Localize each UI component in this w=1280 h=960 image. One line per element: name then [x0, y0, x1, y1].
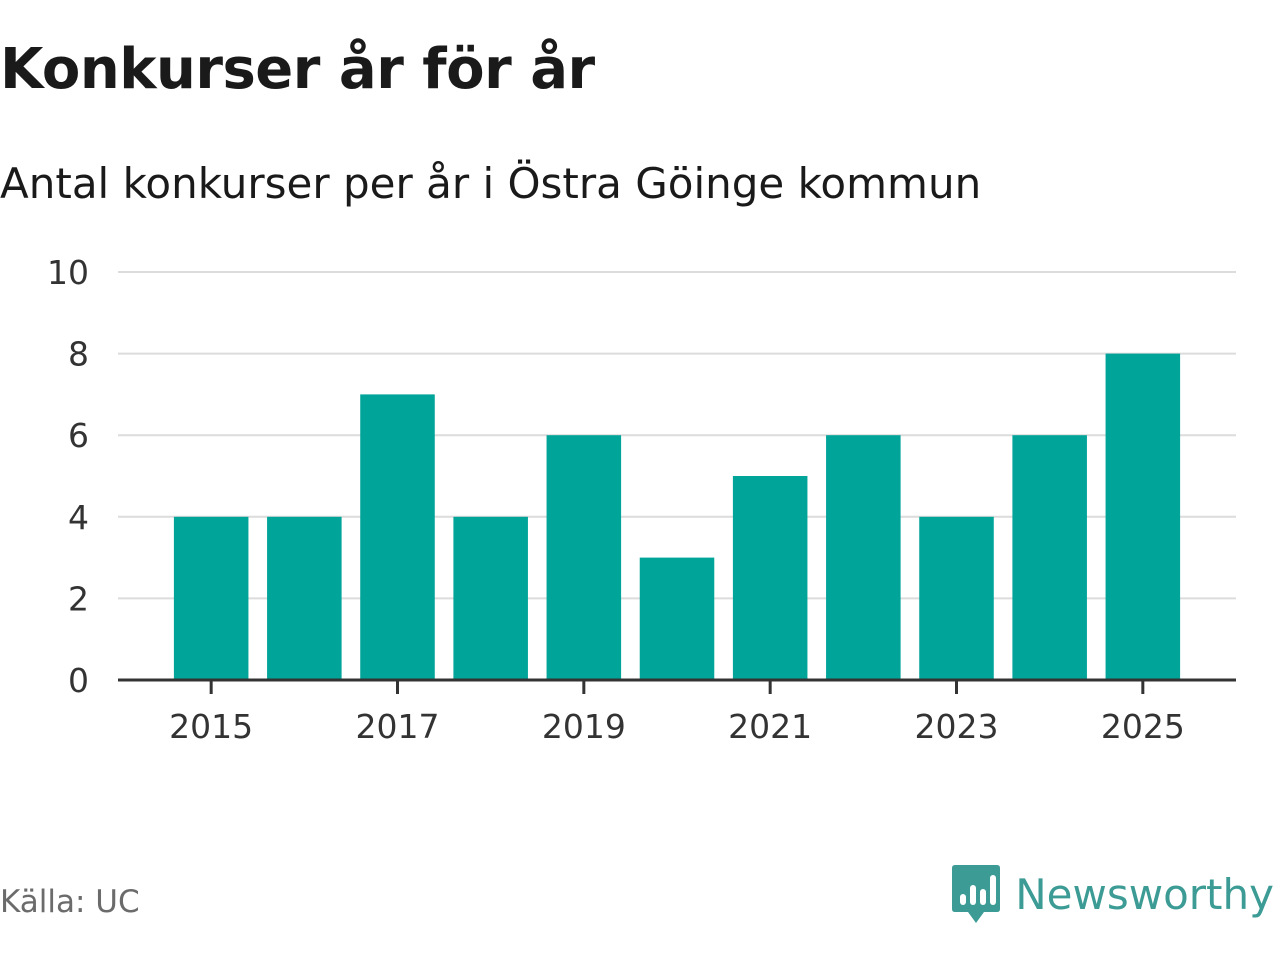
bar-2016: [267, 516, 342, 680]
bar-2019: [546, 435, 622, 680]
newsworthy-logo-icon: [952, 865, 1001, 923]
y-tick-label: 0: [68, 661, 89, 700]
chart-title: Konkurser år för år: [0, 37, 595, 102]
bar-2020: [639, 557, 715, 680]
brand-name: Newsworthy: [1015, 869, 1274, 919]
x-tick-label: 2023: [915, 707, 999, 746]
bar-2025: [1105, 353, 1181, 680]
bar-2024: [1012, 435, 1087, 680]
x-tick-label: 2015: [169, 707, 253, 746]
bar-chart: 0 2 4 6 8 10 2015 2017 2019 2021 2023 2025: [47, 253, 1236, 746]
x-axis: 2015 2017 2019 2021 2023 2025: [118, 678, 1236, 746]
bar-2022: [826, 435, 901, 680]
y-tick-label: 4: [68, 498, 89, 537]
y-tick-label: 8: [68, 335, 89, 374]
source-note: Källa: UC: [0, 884, 140, 920]
x-tick-label: 2021: [728, 707, 812, 746]
y-tick-label: 6: [68, 416, 89, 455]
x-tick-label: 2017: [356, 707, 440, 746]
bar-2021: [732, 476, 808, 680]
bar-2017: [360, 394, 435, 680]
brand-logo: Newsworthy: [951, 862, 1274, 926]
bars: [173, 353, 1181, 680]
y-axis: 0 2 4 6 8 10: [47, 253, 89, 700]
bar-2018: [453, 516, 528, 680]
y-tick-label: 2: [68, 579, 89, 618]
y-tick-label: 10: [47, 253, 89, 292]
x-tick-label: 2019: [542, 707, 626, 746]
bar-2015: [173, 516, 249, 680]
bar-2023: [919, 516, 994, 680]
chart-subtitle: Antal konkurser per år i Östra Göinge ko…: [0, 159, 982, 208]
x-tick-label: 2025: [1101, 707, 1185, 746]
